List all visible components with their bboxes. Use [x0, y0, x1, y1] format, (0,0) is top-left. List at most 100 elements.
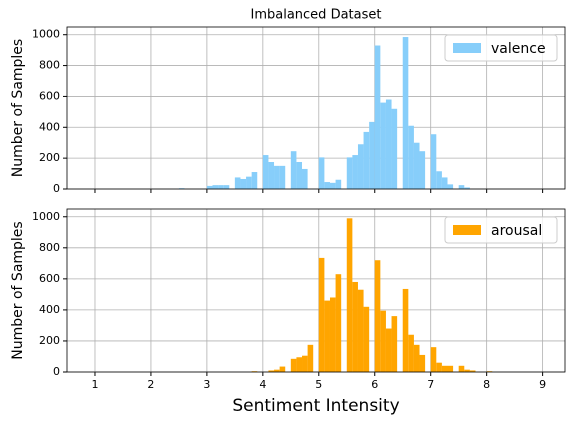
x-tick-label: 1 — [91, 378, 98, 391]
bar — [318, 257, 325, 372]
bar — [441, 177, 448, 189]
x-tick-label: 4 — [259, 378, 266, 391]
bar — [307, 344, 314, 372]
bar — [447, 365, 454, 372]
bar — [374, 260, 381, 372]
bar — [458, 185, 465, 189]
x-tick-label: 9 — [539, 378, 546, 391]
bar — [318, 157, 325, 189]
x-tick-label: 2 — [147, 378, 154, 391]
bar — [430, 134, 437, 189]
bar — [218, 185, 224, 189]
x-tick-label: 8 — [483, 378, 490, 391]
bar — [290, 358, 297, 372]
bar — [240, 178, 247, 189]
x-tick-label: 6 — [371, 378, 378, 391]
bar — [324, 300, 330, 372]
y-tick-label: 0 — [53, 182, 60, 195]
bar — [430, 347, 437, 372]
bar — [357, 144, 364, 189]
x-axis-label: Sentiment Intensity — [232, 396, 399, 416]
bar — [279, 366, 286, 372]
y-axis-label: Number of Samples — [10, 221, 26, 359]
bar — [290, 151, 297, 189]
bar — [302, 355, 308, 372]
bar — [251, 172, 258, 189]
bar — [385, 328, 392, 372]
bar — [296, 162, 303, 189]
y-tick-label: 400 — [39, 303, 60, 316]
bar — [324, 182, 330, 189]
bar — [352, 281, 358, 372]
bar — [369, 121, 375, 189]
bar — [246, 176, 252, 189]
bar — [374, 45, 381, 190]
legend-label: arousal — [491, 223, 542, 239]
bar — [402, 37, 409, 190]
bar — [419, 151, 426, 189]
bar — [274, 369, 280, 372]
bar — [357, 289, 364, 372]
bar — [296, 357, 303, 372]
bar — [352, 155, 358, 189]
bar — [391, 316, 398, 372]
bar — [335, 179, 342, 189]
bar — [441, 365, 448, 372]
legend-swatch — [453, 225, 481, 235]
bar — [363, 306, 370, 372]
bar — [413, 344, 420, 372]
legend-label: valence — [491, 41, 546, 57]
bar — [346, 157, 353, 189]
bar — [234, 177, 241, 189]
bar — [335, 274, 342, 372]
bar — [436, 362, 442, 372]
bar — [413, 142, 420, 189]
bar — [363, 131, 370, 189]
bar — [402, 288, 409, 372]
bar — [385, 99, 392, 189]
bar — [268, 370, 275, 372]
y-tick-label: 800 — [39, 241, 60, 254]
bar — [391, 108, 398, 189]
y-tick-label: 1000 — [32, 28, 60, 41]
y-tick-label: 800 — [39, 59, 60, 72]
bar — [223, 185, 230, 189]
x-tick-label: 3 — [203, 378, 210, 391]
bar — [329, 297, 336, 372]
bar — [464, 187, 470, 189]
axes-frame — [66, 26, 566, 190]
bar — [329, 182, 336, 189]
y-tick-label: 400 — [39, 120, 60, 133]
bar — [262, 155, 269, 189]
y-tick-label: 200 — [39, 334, 60, 347]
bar — [279, 165, 286, 189]
legend-box — [444, 216, 558, 244]
legend-swatch — [453, 43, 481, 53]
y-tick-label: 0 — [53, 365, 60, 378]
y-tick-label: 600 — [39, 272, 60, 285]
bar — [380, 310, 386, 372]
bar — [346, 218, 353, 372]
x-tick-label: 7 — [427, 378, 434, 391]
bar — [380, 102, 386, 189]
bar — [212, 185, 219, 189]
axes-frame — [66, 208, 566, 373]
bar — [469, 370, 476, 372]
y-tick-label: 1000 — [32, 210, 60, 223]
x-tick-label: 5 — [315, 378, 322, 391]
bar — [419, 354, 426, 372]
bar — [206, 185, 213, 189]
y-tick-label: 600 — [39, 89, 60, 102]
bar — [408, 125, 414, 189]
bar — [274, 165, 280, 189]
bar — [458, 365, 465, 372]
y-axis-label: Number of Samples — [10, 39, 26, 177]
chart-title: Imbalanced Dataset — [251, 8, 382, 23]
bar — [268, 162, 275, 189]
bar — [447, 184, 454, 189]
bar — [408, 334, 414, 372]
bar — [436, 171, 442, 189]
legend-box — [444, 34, 558, 62]
bar — [302, 168, 308, 189]
